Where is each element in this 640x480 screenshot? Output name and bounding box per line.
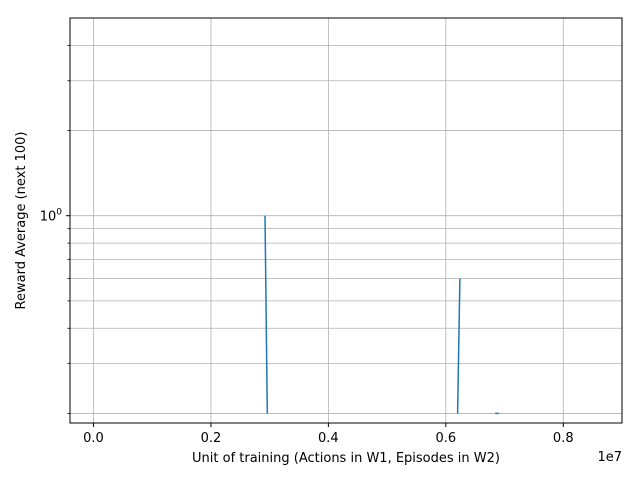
series-line-segment	[264, 215, 269, 414]
plot-frame	[69, 17, 623, 424]
y-axis-label: Reward Average (next 100)	[14, 132, 29, 310]
grid-lines	[70, 18, 622, 423]
y-tick-label: 100	[40, 208, 63, 225]
x-tick-label: 0.2	[201, 431, 222, 446]
series-layer	[264, 215, 499, 415]
x-axis-offset-text: 1e7	[597, 450, 622, 465]
x-axis-label: Unit of training (Actions in W1, Episode…	[192, 451, 500, 466]
x-tick-label: 0.6	[435, 431, 456, 446]
x-tick-label: 0.8	[553, 431, 574, 446]
x-tick-label: 0.4	[318, 431, 339, 446]
series-line-segment	[456, 278, 461, 414]
axis-ticks: 0.0 0.2 0.4 0.6 0.8 100	[40, 45, 574, 446]
x-tick-label: 0.0	[83, 431, 104, 446]
